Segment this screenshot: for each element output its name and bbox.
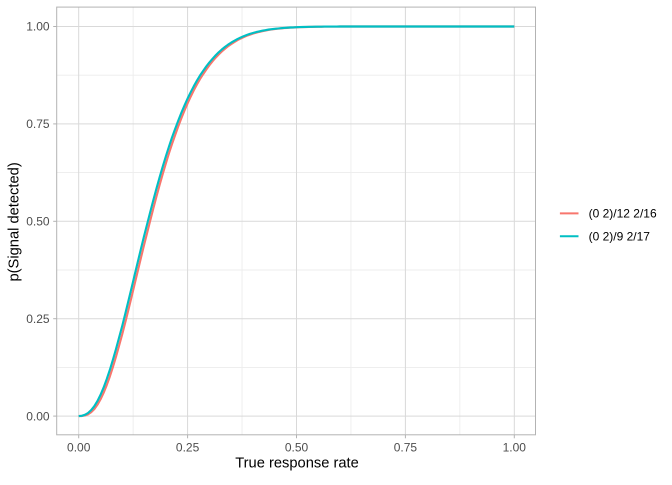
svg-text:0.25: 0.25 xyxy=(26,312,50,326)
svg-text:True response rate: True response rate xyxy=(235,456,359,472)
svg-text:p(Signal detected): p(Signal detected) xyxy=(6,162,22,281)
svg-text:(0 2)/12 2/16: (0 2)/12 2/16 xyxy=(589,207,657,221)
svg-text:1.00: 1.00 xyxy=(26,20,50,34)
svg-text:0.75: 0.75 xyxy=(394,441,418,455)
svg-text:1.00: 1.00 xyxy=(503,441,527,455)
svg-text:(0 2)/9 2/17: (0 2)/9 2/17 xyxy=(589,229,651,243)
svg-text:0.25: 0.25 xyxy=(176,441,200,455)
svg-text:0.00: 0.00 xyxy=(67,441,91,455)
svg-text:0.00: 0.00 xyxy=(26,409,50,423)
svg-text:0.75: 0.75 xyxy=(26,117,50,131)
svg-text:0.50: 0.50 xyxy=(285,441,309,455)
svg-text:0.50: 0.50 xyxy=(26,215,50,229)
